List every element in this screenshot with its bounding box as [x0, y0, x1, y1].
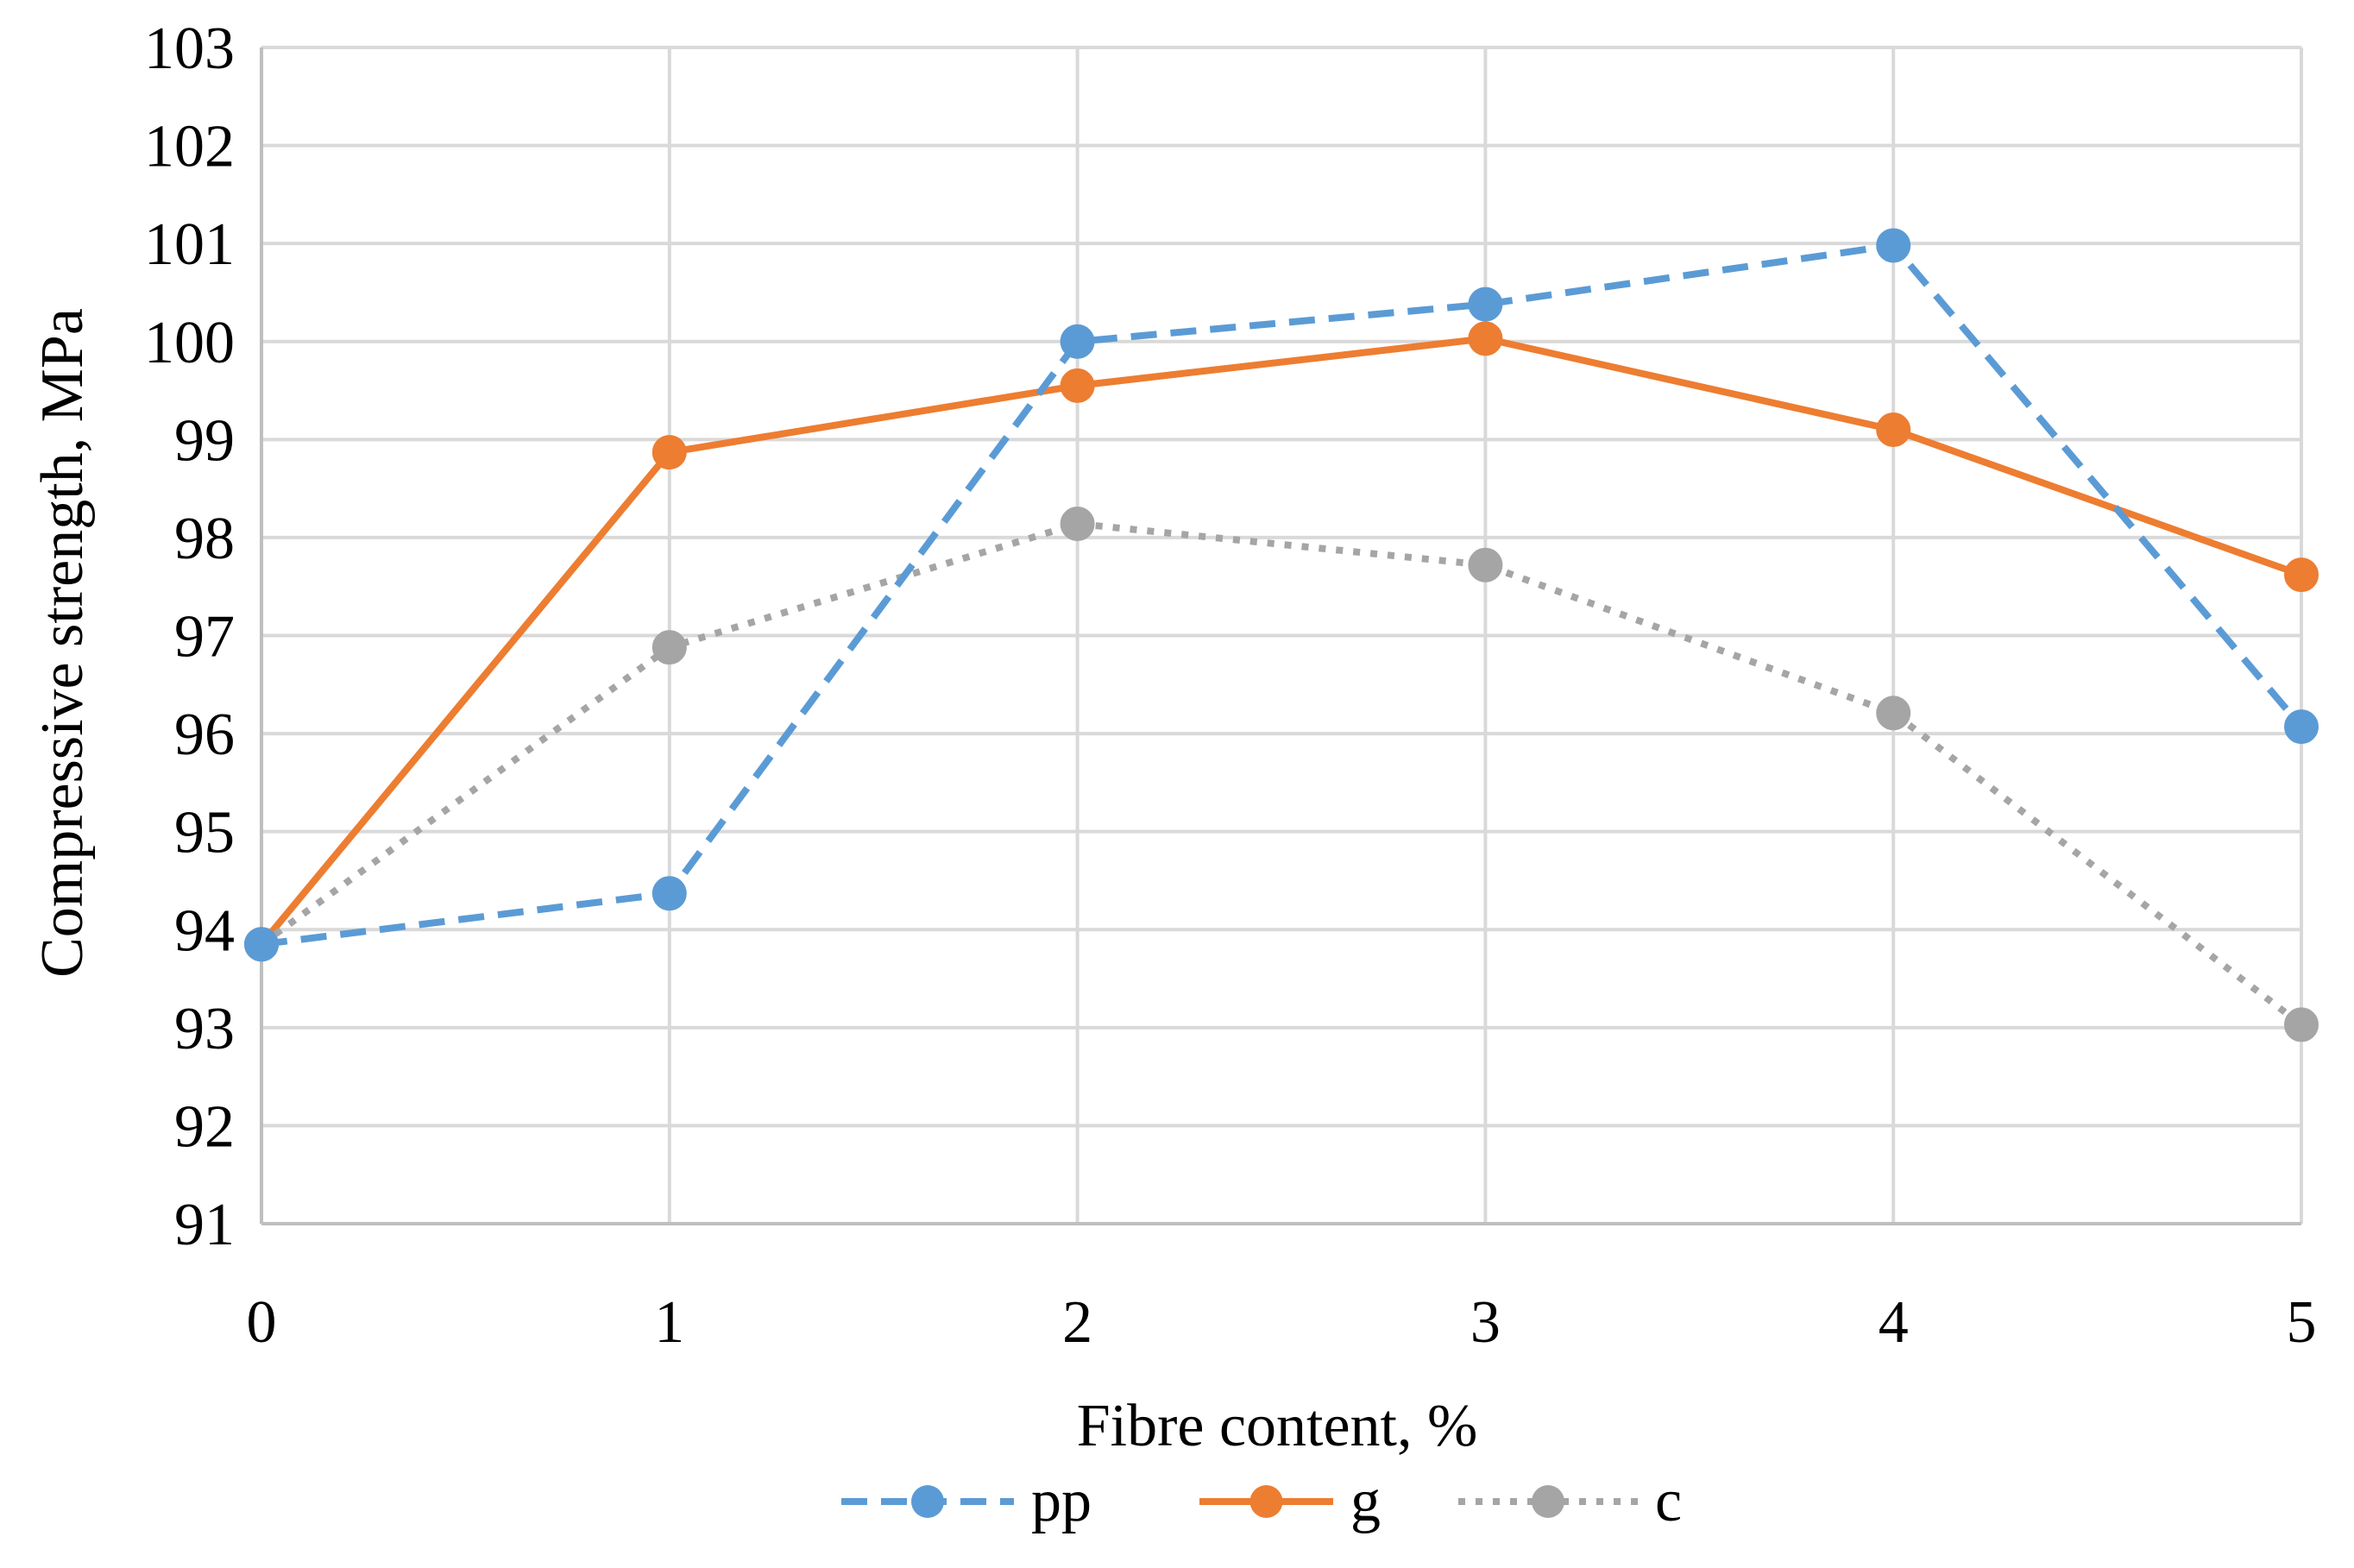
- data-point-g: [1468, 321, 1503, 356]
- y-tick-label: 92: [174, 1093, 235, 1160]
- x-tick-label: 2: [1062, 1289, 1092, 1356]
- series-group: [244, 228, 2319, 1042]
- x-tick-label: 3: [1470, 1289, 1501, 1356]
- data-point-pp: [651, 876, 687, 911]
- y-tick-label: 91: [174, 1192, 235, 1258]
- series-line-c: [259, 520, 2304, 1028]
- tick-labels: 91 92 93 94 95 96 97 98 99 100 101 102 103 0 1 2 3 4 5: [144, 16, 2317, 1356]
- legend-marker-pp: [911, 1485, 944, 1518]
- x-tick-label: 5: [2287, 1289, 2317, 1356]
- y-tick-label: 97: [174, 604, 235, 671]
- data-point-g: [1876, 412, 1911, 447]
- y-tick-label: 100: [144, 310, 235, 376]
- y-axis-title: Compressive strength, MPa: [29, 308, 96, 978]
- x-tick-label: 0: [247, 1289, 277, 1356]
- legend-label-g: g: [1350, 1468, 1381, 1534]
- data-point-pp: [1876, 228, 1911, 263]
- data-point-pp: [244, 927, 279, 962]
- x-tick-label: 4: [1879, 1289, 1909, 1356]
- y-tick-label: 98: [174, 506, 235, 572]
- legend-marker-g: [1249, 1485, 1283, 1518]
- y-tick-label: 94: [174, 897, 235, 964]
- data-point-c: [651, 630, 687, 665]
- y-tick-label: 102: [144, 114, 235, 180]
- data-point-c: [1060, 507, 1095, 542]
- data-point-g: [651, 435, 687, 470]
- legend-marker-c: [1532, 1485, 1564, 1518]
- series-line-g: [258, 335, 2303, 947]
- y-tick-label: 101: [144, 211, 235, 278]
- y-tick-label: 103: [144, 16, 235, 82]
- data-point-g: [1060, 368, 1095, 403]
- legend-label-c: c: [1655, 1468, 1682, 1534]
- data-point-pp: [1060, 324, 1095, 359]
- y-tick-label: 99: [174, 407, 235, 474]
- data-point-c: [1468, 547, 1503, 582]
- data-point-c: [1876, 696, 1911, 731]
- data-point-g: [2284, 557, 2319, 593]
- gridlines: [260, 46, 2303, 1225]
- legend-label-pp: pp: [1031, 1468, 1092, 1534]
- y-tick-label: 95: [174, 800, 235, 866]
- data-point-c: [2284, 1007, 2319, 1042]
- data-point-pp: [1468, 287, 1503, 322]
- x-tick-label: 1: [654, 1289, 684, 1356]
- data-point-pp: [2284, 709, 2319, 745]
- y-tick-label: 96: [174, 702, 235, 768]
- x-axis-title: Fibre content, %: [1077, 1393, 1478, 1459]
- series-line-pp: [261, 242, 2305, 948]
- axes: [260, 47, 2301, 1225]
- legend: pp g c: [841, 1468, 1682, 1534]
- y-tick-label: 93: [174, 996, 235, 1062]
